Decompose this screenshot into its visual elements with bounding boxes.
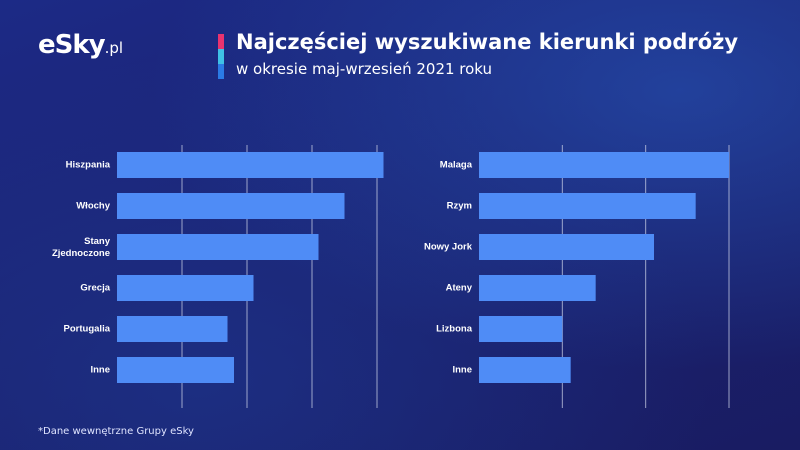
category-label-1-6: Inne — [90, 365, 110, 376]
accent-blue — [218, 64, 224, 79]
bar-2-5 — [479, 316, 563, 342]
bar-1-2 — [117, 193, 345, 219]
bar-2-4 — [479, 275, 596, 301]
accent-pink — [218, 34, 224, 49]
bar-1-6 — [117, 357, 234, 383]
category-label-1-3: Stany Zjednoczone — [52, 236, 111, 259]
category-label-2-4: Ateny — [446, 283, 473, 294]
chart-subtitle: w okresie maj-wrzesień 2021 roku — [236, 60, 493, 78]
bar-2-2 — [479, 193, 696, 219]
category-label-1-1: Hiszpania — [66, 160, 111, 171]
category-label-2-5: Lizbona — [436, 324, 473, 335]
bar-2-3 — [479, 234, 654, 260]
category-label-1-5: Portugalia — [64, 324, 111, 335]
category-label-1-2: Włochy — [76, 201, 110, 212]
bar-1-1 — [117, 152, 384, 178]
category-label-2-6: Inne — [452, 365, 472, 376]
category-label-2-1: Malaga — [440, 160, 473, 171]
footnote: *Dane wewnętrzne Grupy eSky — [38, 426, 194, 437]
accent-cyan — [218, 49, 224, 64]
category-label-2-3: Nowy Jork — [424, 242, 473, 253]
title-accent-bar — [218, 34, 224, 79]
chart-title: Najczęściej wyszukiwane kierunki podróży — [236, 30, 739, 54]
bar-2-6 — [479, 357, 571, 383]
bar-1-4 — [117, 275, 254, 301]
category-label-1-4: Grecja — [80, 283, 110, 294]
bar-1-3 — [117, 234, 319, 260]
category-label-2-2: Rzym — [447, 201, 472, 212]
bar-2-1 — [479, 152, 729, 178]
esky-logo: eSky.pl — [38, 30, 124, 60]
bar-1-5 — [117, 316, 228, 342]
